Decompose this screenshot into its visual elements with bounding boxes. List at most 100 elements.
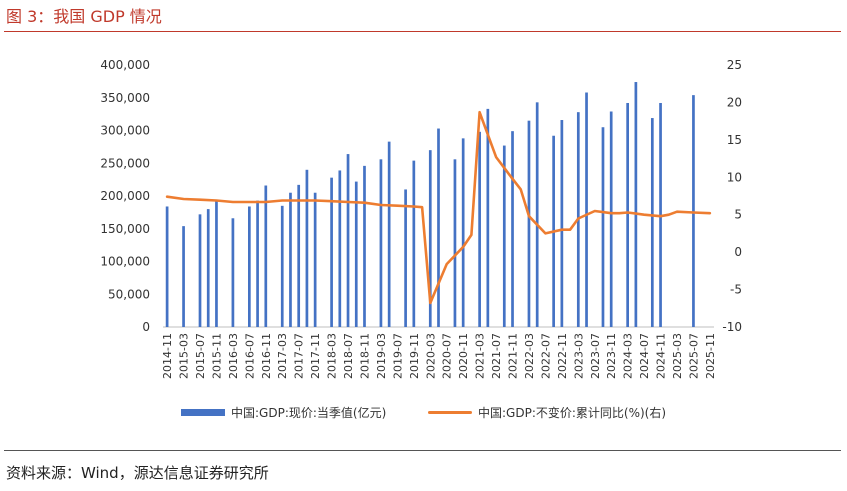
y-right-tick-label: -10 — [722, 320, 742, 334]
gdp-bar — [585, 92, 588, 327]
x-tick-label: 2020-03 — [424, 333, 437, 379]
gdp-bar — [280, 205, 284, 327]
gdp-bar — [478, 131, 481, 327]
line-series — [165, 110, 712, 305]
gdp-bar — [527, 120, 531, 327]
x-tick-label: 2022-03 — [523, 333, 536, 379]
y-left-tick-label: 350,000 — [100, 91, 150, 105]
x-tick-label: 2019-03 — [375, 333, 388, 379]
gdp-bar — [330, 177, 333, 327]
gdp-bar — [437, 128, 440, 327]
legend-line-swatch — [428, 411, 472, 414]
gdp-bar — [256, 200, 259, 327]
gdp-bar — [634, 82, 638, 327]
x-tick-label: 2019-11 — [408, 333, 421, 379]
gdp-bar — [692, 95, 695, 327]
x-tick-label: 2024-07 — [638, 333, 651, 379]
title-rule — [4, 31, 841, 32]
y-left-tick-label: 200,000 — [100, 189, 150, 203]
legend-bar-label: 中国:GDP:现价:当季值(亿元) — [231, 406, 387, 420]
gdp-bar — [165, 206, 169, 327]
bar-series — [165, 82, 695, 328]
x-tick-label: 2015-03 — [178, 333, 191, 379]
y-right-tick-label: 25 — [727, 58, 742, 72]
legend-bar-swatch — [181, 409, 225, 416]
gdp-bar — [264, 185, 268, 327]
x-tick-label: 2017-07 — [293, 333, 306, 379]
gdp-bar — [486, 108, 490, 327]
gdp-bar — [206, 209, 210, 327]
x-tick-label: 2022-07 — [539, 333, 552, 379]
x-tick-label: 2015-11 — [210, 333, 223, 379]
gdp-bar — [404, 189, 407, 327]
gdp-bar — [182, 226, 185, 327]
gdp-bar — [626, 102, 629, 328]
x-tick-label: 2015-07 — [194, 333, 207, 379]
x-tick-label: 2024-11 — [655, 333, 668, 379]
x-tick-label: 2025-07 — [687, 333, 700, 379]
gdp-bar — [231, 218, 235, 327]
y-left-tick-label: 50,000 — [108, 287, 150, 301]
gdp-bar — [313, 192, 317, 327]
gdp-bar — [461, 138, 465, 327]
y-left-tick-label: 0 — [142, 320, 150, 334]
gdp-bar — [609, 111, 613, 327]
gdp-bar — [297, 184, 301, 327]
gdp-bar — [289, 192, 292, 327]
x-tick-label: 2016-03 — [227, 333, 240, 379]
legend-item-bar: 中国:GDP:现价:当季值(亿元) — [181, 404, 386, 421]
x-tick-label: 2020-07 — [441, 333, 454, 379]
gdp-bar — [502, 145, 506, 327]
gdp-bar — [248, 206, 251, 327]
gdp-bar — [354, 181, 358, 327]
x-tick-label: 2020-11 — [457, 333, 470, 379]
y-left-tick-label: 100,000 — [100, 255, 150, 269]
chart-legend: 中国:GDP:现价:当季值(亿元) 中国:GDP:不变价:累计同比(%)(右) — [0, 404, 847, 422]
y-right-tick-label: 15 — [727, 133, 742, 147]
gdp-bar — [535, 102, 539, 328]
gdp-bar — [338, 170, 342, 327]
y-left-tick-label: 400,000 — [100, 58, 150, 72]
gdp-bar — [601, 127, 605, 327]
x-tick-label: 2014-11 — [161, 333, 174, 379]
x-tick-label: 2017-03 — [276, 333, 289, 379]
x-tick-label: 2018-03 — [326, 333, 339, 379]
x-tick-label: 2017-11 — [309, 333, 322, 379]
x-tick-label: 2021-03 — [474, 333, 487, 379]
x-tick-label: 2016-11 — [260, 333, 273, 379]
x-tick-label: 2021-07 — [490, 333, 503, 379]
x-tick-label: 2023-07 — [589, 333, 602, 379]
gdp-bar — [453, 159, 457, 327]
gdp-bar — [650, 118, 654, 328]
y-right-tick-label: 5 — [734, 208, 742, 222]
legend-item-line: 中国:GDP:不变价:累计同比(%)(右) — [428, 404, 666, 421]
gdp-bar — [387, 141, 391, 327]
gdp-bar — [198, 214, 202, 327]
x-tick-label: 2016-07 — [243, 333, 256, 379]
x-tick-label: 2025-03 — [671, 333, 684, 379]
x-tick-label: 2022-11 — [556, 333, 569, 379]
gdp-bar — [511, 131, 514, 327]
x-tick-label: 2023-11 — [605, 333, 618, 379]
gdp-bar — [363, 165, 366, 327]
y-right-tick-label: 0 — [734, 245, 742, 259]
gdp-bar — [215, 200, 218, 327]
y-left-tick-label: 150,000 — [100, 222, 150, 236]
x-tick-label: 2018-11 — [358, 333, 371, 379]
gdp-chart: 0 50,000 100,000 150,000 200,000 250,000 300,0… — [100, 58, 742, 379]
x-tick-label: 2021-11 — [507, 333, 520, 379]
x-tick-label: 2018-07 — [342, 333, 355, 379]
y-right-tick-label: 10 — [727, 170, 742, 184]
gdp-bar — [428, 150, 432, 327]
x-tick-label: 2019-07 — [391, 333, 404, 379]
figure-title: 图 3：我国 GDP 情况 — [6, 7, 162, 26]
source-note: 资料来源：Wind，源达信息证券研究所 — [6, 464, 269, 482]
x-tick-label: 2025-11 — [704, 333, 717, 379]
x-tick-label: 2024-03 — [622, 333, 635, 379]
growth-line — [165, 110, 712, 305]
gdp-bar — [346, 154, 350, 327]
tick-labels: 0 50,000 100,000 150,000 200,000 250,000 300,0… — [100, 58, 742, 379]
y-left-tick-label: 250,000 — [100, 156, 150, 170]
legend-line-label: 中国:GDP:不变价:累计同比(%)(右) — [478, 406, 667, 420]
y-left-tick-label: 300,000 — [100, 124, 150, 138]
